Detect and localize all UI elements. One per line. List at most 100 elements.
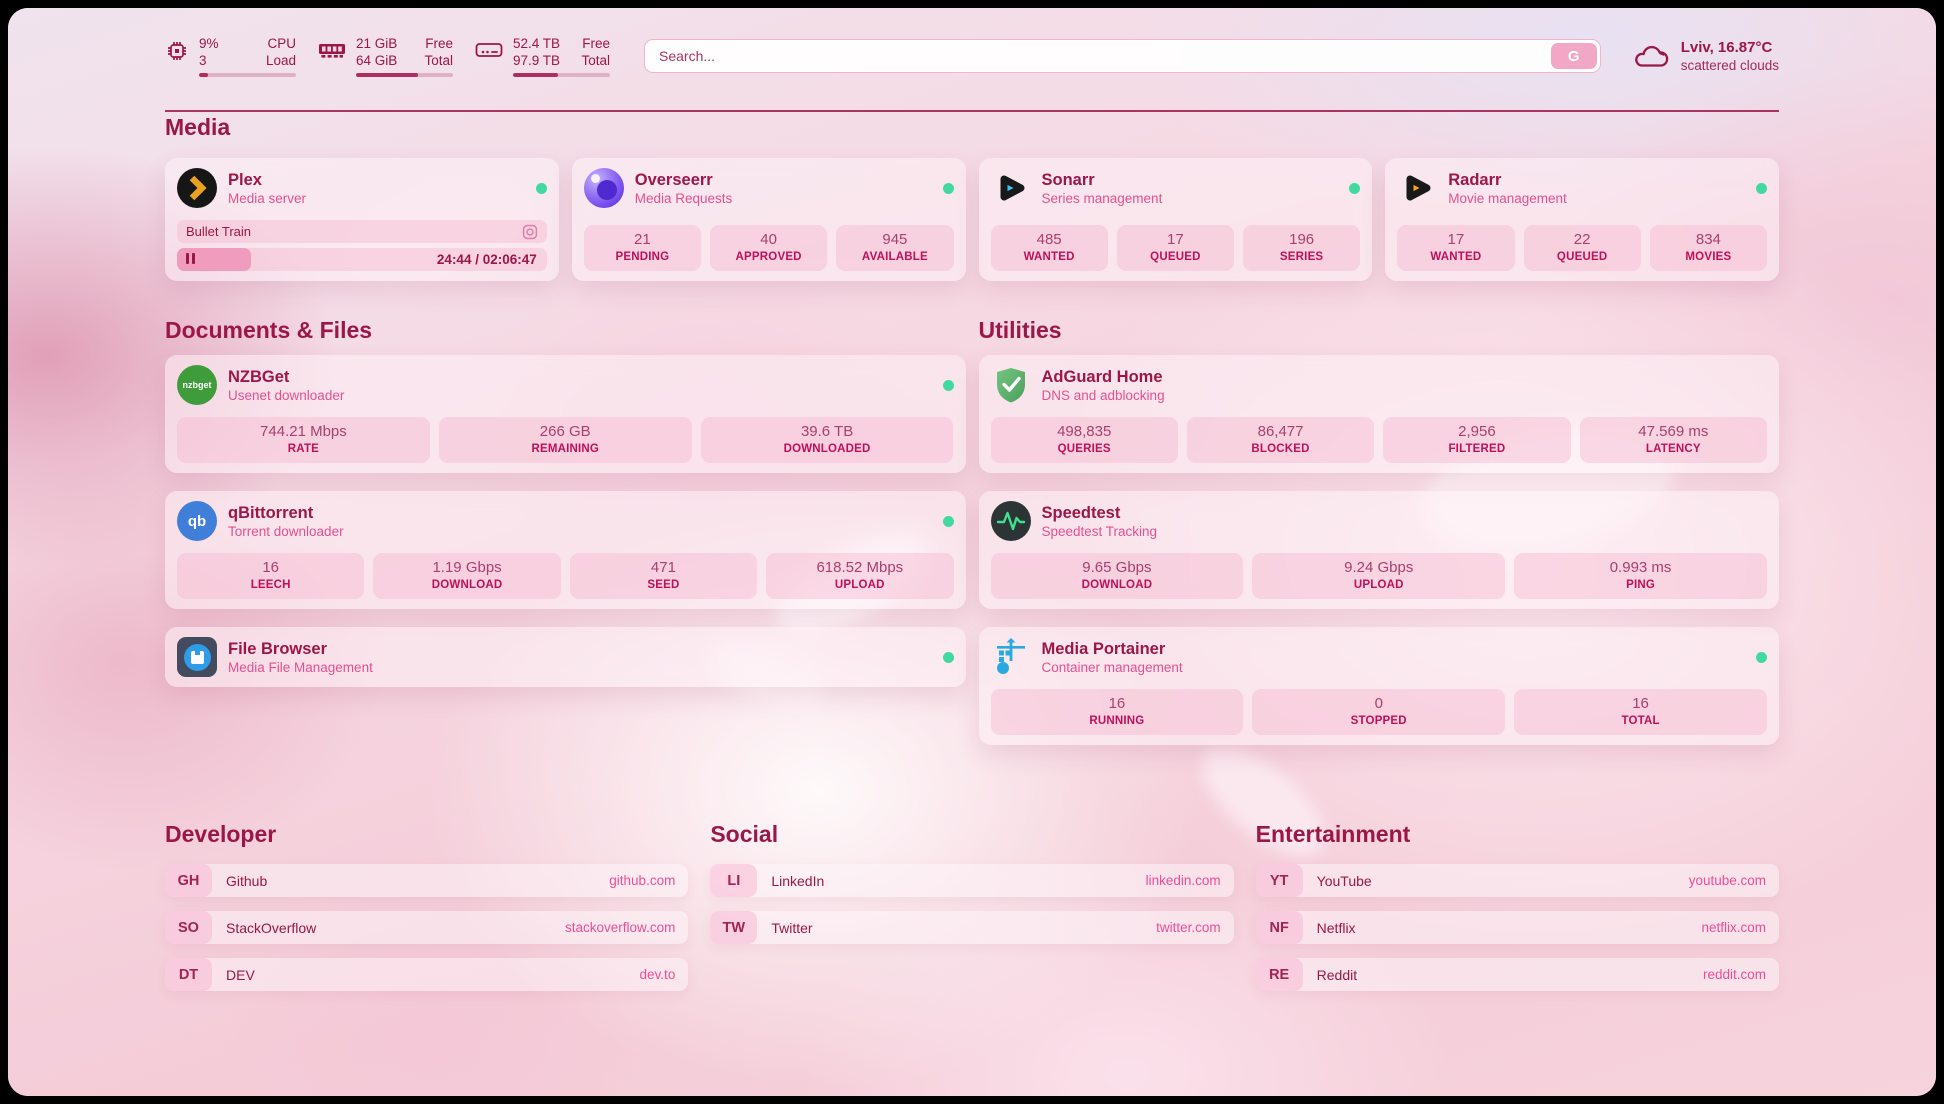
disk-total-value: 97.9 TB	[513, 53, 561, 68]
stat-block: 1.19 Gbps DOWNLOAD	[373, 553, 561, 599]
service-stats: 21 PENDING 40 APPROVED 945 AVAILABLE	[583, 225, 954, 271]
status-online-dot	[942, 515, 954, 527]
bookmark-stackoverflow[interactable]: SO StackOverflow stackoverflow.com	[165, 911, 689, 944]
service-stats: 498,835 QUERIES 86,477 BLOCKED 2,956 FIL…	[990, 417, 1767, 463]
disk-free-label: Free	[582, 36, 610, 51]
service-stats: 17 WANTED 22 QUEUED 834 MOVIES	[1397, 225, 1767, 271]
stat-block: 9.65 Gbps DOWNLOAD	[990, 553, 1244, 599]
top-bar: 9% CPU 3 Load	[165, 35, 1779, 77]
stat-block: 834 MOVIES	[1649, 225, 1767, 271]
service-name[interactable]: File Browser	[228, 639, 328, 658]
service-card-plex: Plex Media server Bullet Train	[165, 158, 559, 281]
weather-condition: scattered clouds	[1680, 58, 1779, 73]
cpu-progress-fill	[199, 73, 208, 77]
bookmarks-section: Developer GH Github github.com SO StackO…	[165, 819, 1779, 991]
service-card-qbittorrent: qb qBittorrent Torrent downloader 16 LEE…	[165, 491, 966, 609]
search-provider-button[interactable]: G	[1550, 43, 1597, 69]
header-divider	[165, 110, 1779, 112]
service-name[interactable]: Media Portainer	[1041, 639, 1166, 658]
status-online-dot	[942, 651, 954, 663]
bookmark-youtube[interactable]: YT YouTube youtube.com	[1255, 864, 1779, 897]
service-description: Media File Management	[228, 659, 373, 675]
service-name[interactable]: Sonarr	[1041, 170, 1095, 189]
disk-progress-track	[513, 73, 610, 77]
service-stats: 16 RUNNING 0 STOPPED 16 TOTAL	[990, 689, 1768, 735]
section-title-entertainment: Entertainment	[1255, 821, 1411, 847]
disk-icon	[475, 43, 503, 57]
bookmark-name: DEV	[226, 966, 255, 983]
pause-icon	[186, 251, 195, 269]
stat-block: 21 PENDING	[583, 225, 701, 271]
cpu-label: CPU	[267, 36, 296, 51]
stat-block: 16 RUNNING	[990, 689, 1244, 735]
bookmark-url: dev.to	[639, 967, 676, 982]
bookmark-dev[interactable]: DT DEV dev.to	[165, 958, 689, 991]
memory-free-label: Free	[425, 36, 453, 51]
section-title-developer: Developer	[165, 821, 277, 847]
status-online-dot	[1756, 182, 1767, 194]
service-name[interactable]: Radarr	[1448, 170, 1502, 189]
service-description: DNS and adblocking	[1041, 387, 1165, 403]
bookmark-name: YouTube	[1316, 872, 1372, 889]
bookmark-abbr: NF	[1255, 911, 1303, 944]
memory-total-label: Total	[424, 53, 453, 68]
service-stats: 9.65 Gbps DOWNLOAD 9.24 Gbps UPLOAD 0.99…	[990, 553, 1768, 599]
status-online-dot	[1349, 182, 1361, 194]
stat-block: 744.21 Mbps RATE	[177, 417, 430, 463]
bookmark-linkedin[interactable]: LI LinkedIn linkedin.com	[710, 864, 1234, 897]
bookmark-abbr: SO	[165, 911, 212, 944]
cpu-progress-track	[199, 73, 296, 77]
bookmark-netflix[interactable]: NF Netflix netflix.com	[1255, 911, 1779, 944]
stat-block: 17 QUEUED	[1116, 225, 1234, 271]
service-description: Movie management	[1448, 190, 1567, 206]
stat-block: 40 APPROVED	[710, 225, 828, 271]
bookmark-url: netflix.com	[1701, 920, 1766, 935]
bookmark-url: stackoverflow.com	[565, 920, 676, 935]
dashboard-screen: 9% CPU 3 Load	[8, 8, 1936, 1096]
service-card-nzbget: nzbget NZBGet Usenet downloader 744.21 M…	[165, 355, 966, 473]
stat-block: 618.52 Mbps UPLOAD	[766, 553, 954, 599]
portainer-icon	[991, 637, 1031, 677]
bookmark-reddit[interactable]: RE Reddit reddit.com	[1255, 958, 1779, 991]
service-card-portainer: Media Portainer Container management 16 …	[978, 627, 1779, 745]
service-card-filebrowser: File Browser Media File Management	[165, 627, 966, 687]
service-stats: 16 LEECH 1.19 Gbps DOWNLOAD 471 SEED 6	[177, 553, 954, 599]
stat-block: 39.6 TB DOWNLOADED	[700, 417, 954, 463]
bookmark-name: Github	[226, 872, 268, 889]
stat-block: 498,835 QUERIES	[990, 417, 1178, 463]
cpu-percent: 9%	[199, 36, 219, 51]
bookmark-group-entertainment: Entertainment YT YouTube youtube.com NF …	[1255, 819, 1779, 991]
bookmark-name: LinkedIn	[771, 872, 825, 889]
bookmark-abbr: LI	[710, 864, 758, 897]
documents-column: Documents & Files nzbget NZBGet Usenet d…	[165, 315, 966, 705]
view-toggle-icon[interactable]	[522, 224, 538, 240]
search-input[interactable]	[644, 39, 1601, 73]
bookmark-abbr: GH	[165, 864, 212, 897]
bookmark-twitter[interactable]: TW Twitter twitter.com	[710, 911, 1234, 944]
radarr-icon	[1397, 168, 1437, 208]
cloud-icon	[1634, 45, 1668, 67]
bookmark-url: youtube.com	[1688, 873, 1766, 888]
overseerr-icon	[583, 168, 624, 208]
service-card-radarr: Radarr Movie management 17 WANTED 22 QUE…	[1385, 158, 1779, 281]
service-name[interactable]: AdGuard Home	[1041, 367, 1163, 386]
nzbget-icon: nzbget	[177, 365, 217, 405]
service-name[interactable]: Overseerr	[634, 170, 713, 189]
service-name[interactable]: NZBGet	[228, 367, 290, 386]
service-name[interactable]: Plex	[228, 170, 262, 189]
stat-block: 47.569 ms LATENCY	[1579, 417, 1767, 463]
service-description: Container management	[1041, 659, 1183, 675]
stat-block: 0 STOPPED	[1252, 689, 1506, 735]
service-name[interactable]: qBittorrent	[228, 503, 314, 522]
service-description: Speedtest Tracking	[1041, 523, 1158, 539]
bookmark-url: linkedin.com	[1145, 873, 1221, 888]
plex-icon	[177, 168, 217, 208]
service-card-overseerr: Overseerr Media Requests 21 PENDING 40 A…	[571, 158, 966, 281]
bookmark-github[interactable]: GH Github github.com	[165, 864, 689, 897]
status-online-dot	[1756, 651, 1767, 663]
section-title-documents: Documents & Files	[165, 317, 373, 343]
plex-time-display: 24:44 / 02:06:47	[436, 252, 537, 267]
bookmark-url: github.com	[609, 873, 676, 888]
plex-progress-fill	[177, 248, 251, 271]
service-name[interactable]: Speedtest	[1041, 503, 1121, 522]
